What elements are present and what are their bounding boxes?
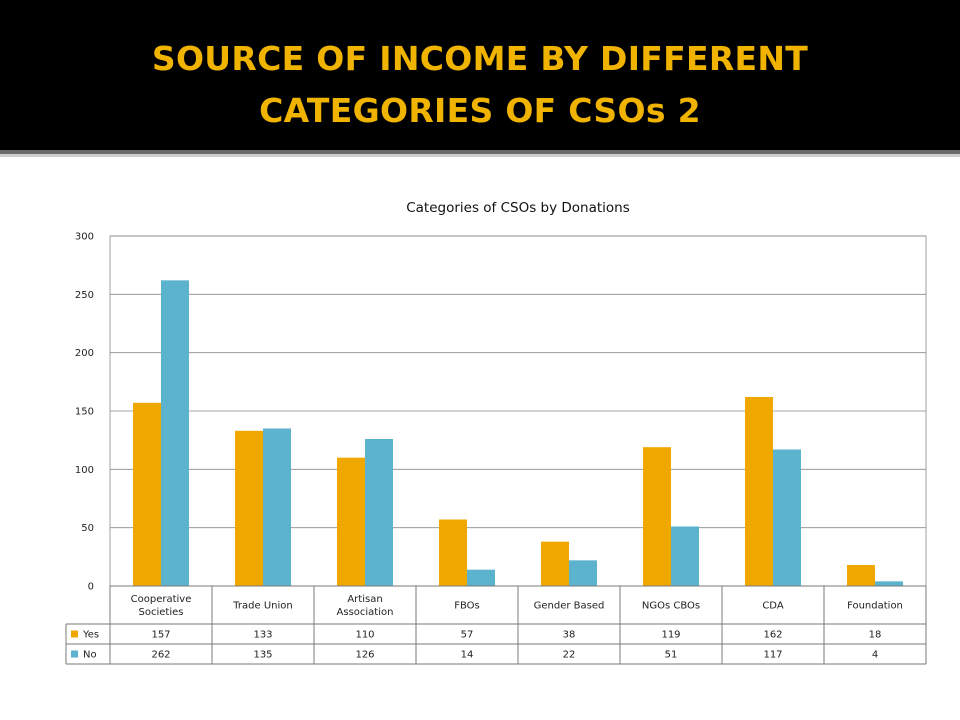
legend-key-no xyxy=(71,650,78,658)
bar-yes xyxy=(235,430,263,586)
data-label-yes: 18 xyxy=(869,630,882,641)
legend-label-yes: Yes xyxy=(82,630,99,641)
data-label-no: 262 xyxy=(151,650,170,661)
category-label: Trade Union xyxy=(232,601,292,612)
data-label-no: 22 xyxy=(563,650,576,661)
bar-no xyxy=(263,428,291,586)
bar-no xyxy=(569,560,597,586)
chart-title: Categories of CSOs by Donations xyxy=(406,200,630,216)
category-label: Societies xyxy=(139,607,184,618)
bar-yes xyxy=(439,519,467,586)
category-label: Cooperative xyxy=(131,594,192,605)
y-tick-label: 300 xyxy=(75,232,94,243)
bar-yes xyxy=(745,397,773,586)
y-tick-label: 250 xyxy=(75,290,94,301)
category-label: Foundation xyxy=(847,601,903,612)
category-label: CDA xyxy=(762,601,784,612)
data-label-no: 51 xyxy=(665,650,678,661)
category-label: Gender Based xyxy=(534,601,605,612)
data-label-no: 14 xyxy=(461,650,474,661)
category-label: Association xyxy=(337,607,394,618)
bar-yes xyxy=(541,541,569,586)
category-label: NGOs CBOs xyxy=(642,601,700,612)
bar-yes xyxy=(643,447,671,586)
data-label-yes: 119 xyxy=(661,630,680,641)
legend-label-no: No xyxy=(83,650,97,661)
bar-no xyxy=(773,449,801,586)
category-label: Artisan xyxy=(347,594,382,605)
data-label-no: 4 xyxy=(872,650,878,661)
bar-no xyxy=(161,280,189,586)
data-label-no: 126 xyxy=(355,650,374,661)
slide-header xyxy=(0,0,960,150)
data-label-yes: 162 xyxy=(763,630,782,641)
slide-title-line-1: SOURCE OF INCOME BY DIFFERENT xyxy=(151,39,809,78)
y-tick-label: 200 xyxy=(75,348,94,359)
header-divider xyxy=(0,150,960,154)
data-label-yes: 157 xyxy=(151,630,170,641)
y-tick-label: 150 xyxy=(75,407,94,418)
bar-no xyxy=(875,581,903,586)
y-tick-label: 100 xyxy=(75,465,94,476)
header-divider-shadow xyxy=(0,154,960,157)
data-label-yes: 133 xyxy=(253,630,272,641)
y-tick-label: 50 xyxy=(81,523,94,534)
bar-yes xyxy=(337,457,365,586)
bar-no xyxy=(365,439,393,586)
data-label-yes: 57 xyxy=(461,630,474,641)
bar-yes xyxy=(133,402,161,586)
slide-title-line-2: CATEGORIES OF CSOs 2 xyxy=(259,91,701,130)
data-label-no: 135 xyxy=(253,650,272,661)
data-label-yes: 110 xyxy=(355,630,374,641)
bar-yes xyxy=(847,565,875,586)
legend-key-yes xyxy=(71,630,78,638)
data-label-yes: 38 xyxy=(563,630,576,641)
bar-no xyxy=(467,569,495,586)
bar-no xyxy=(671,526,699,586)
data-label-no: 117 xyxy=(763,650,782,661)
y-tick-label: 0 xyxy=(88,582,94,593)
category-label: FBOs xyxy=(454,601,480,612)
